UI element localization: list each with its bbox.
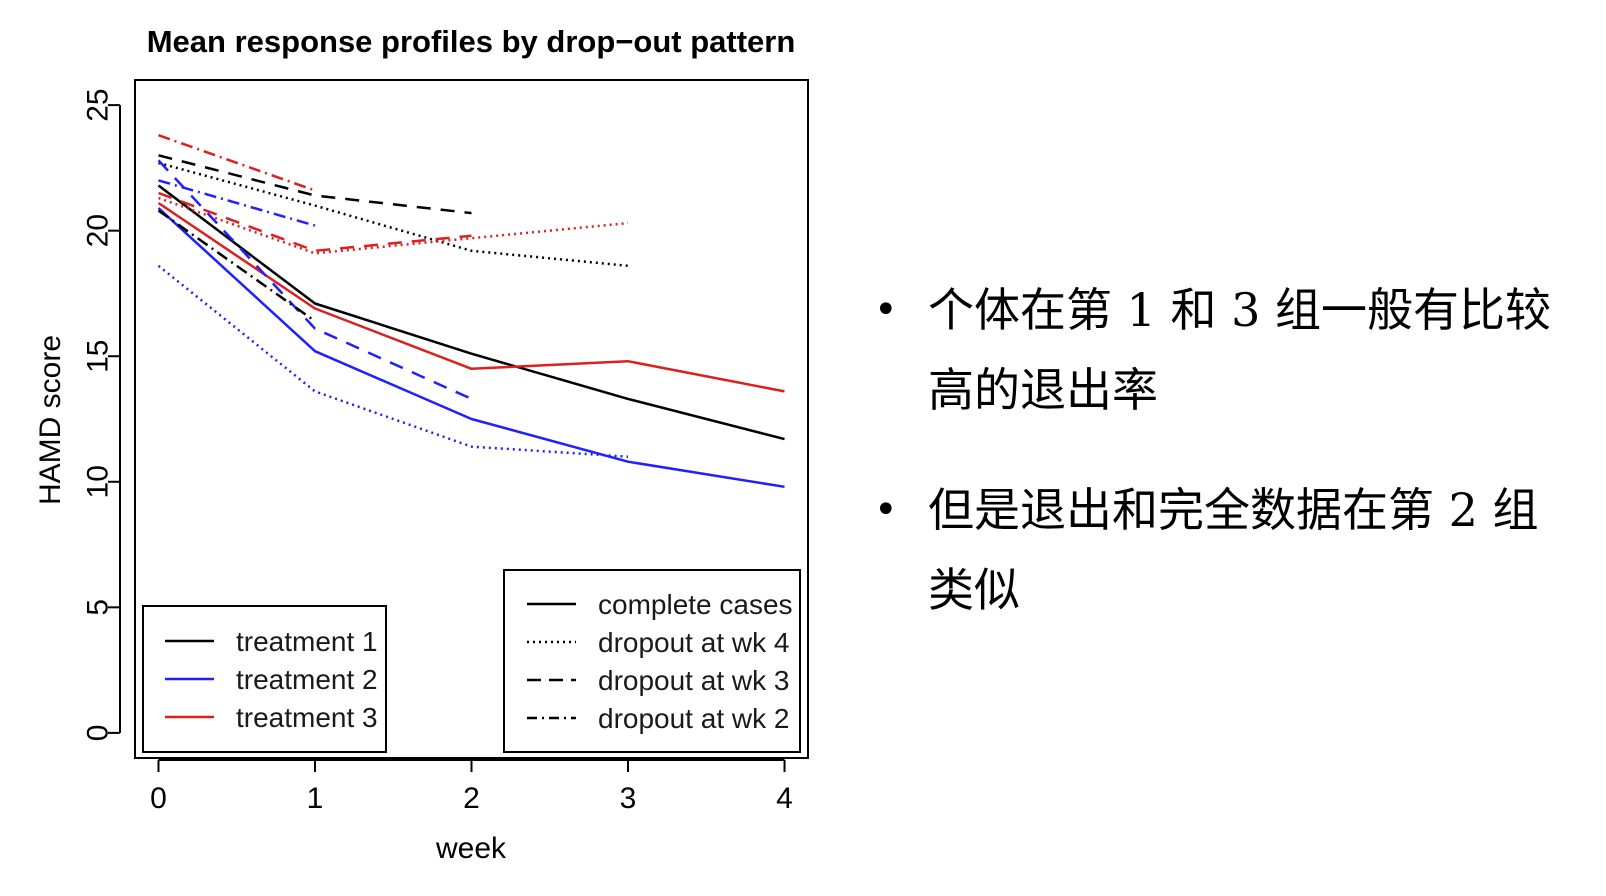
series-line: [157, 209, 316, 323]
x-tick-label: 4: [776, 782, 793, 815]
bullet-list: • 个体在第 1 和 3 组一般有比较高的退出率 • 但是退出和完全数据在第 2…: [874, 270, 1580, 670]
series-line: [158, 179, 316, 227]
bullet-item: • 个体在第 1 和 3 组一般有比较高的退出率: [874, 270, 1580, 430]
legend-label: treatment 3: [236, 702, 378, 733]
y-tick-label: 25: [82, 88, 115, 121]
series-line: [157, 201, 785, 393]
bullet-dot-icon: •: [874, 287, 898, 333]
line-chart: Mean response profiles by drop−out patte…: [34, 24, 809, 865]
series-line: [157, 207, 785, 489]
x-tick-label: 2: [463, 782, 480, 815]
x-tick-label: 3: [620, 782, 637, 815]
series-line: [157, 159, 473, 401]
legend-label: dropout at wk 2: [598, 703, 789, 734]
x-tick-label: 0: [150, 782, 167, 815]
y-tick-label: 5: [82, 599, 115, 616]
plot-frame: [134, 79, 809, 759]
bullet-text: 但是退出和完全数据在第 2 组类似: [928, 483, 1539, 617]
series-line: [158, 191, 472, 253]
y-axis-title: HAMD score: [34, 335, 67, 505]
series-line: [157, 184, 785, 441]
x-axis-title: week: [435, 832, 507, 865]
series-layer: [157, 134, 785, 489]
chart-title: Mean response profiles by drop−out patte…: [147, 24, 796, 59]
bullet-text: 个体在第 1 和 3 组一般有比较高的退出率: [928, 283, 1552, 417]
y-tick-label: 15: [82, 340, 115, 373]
y-tick-label: 0: [82, 725, 115, 742]
legend-label: dropout at wk 4: [598, 627, 789, 658]
legend-label: treatment 2: [236, 664, 378, 695]
series-line: [158, 196, 629, 255]
series-line: [157, 264, 629, 458]
axes: 0 1 2 3 4 0 5 10 15 20 25: [82, 88, 793, 815]
legend-label: dropout at wk 3: [598, 665, 789, 696]
series-line: [158, 154, 472, 215]
legend-label: complete cases: [598, 589, 793, 620]
x-tick-label: 1: [307, 782, 324, 815]
y-tick-label: 10: [82, 465, 115, 498]
y-tick-label: 20: [82, 214, 115, 247]
legend-pattern: complete cases dropout at wk 4 dropout at …: [503, 569, 801, 753]
series-line: [158, 161, 629, 268]
bullet-dot-icon: •: [874, 487, 898, 533]
bullet-item: • 但是退出和完全数据在第 2 组类似: [874, 470, 1580, 630]
legend-pattern-box: [503, 569, 801, 753]
legend-label: treatment 1: [236, 626, 378, 657]
legend-treatment: treatment 1 treatment 2 treatment 3: [142, 605, 387, 753]
series-line: [158, 134, 316, 192]
